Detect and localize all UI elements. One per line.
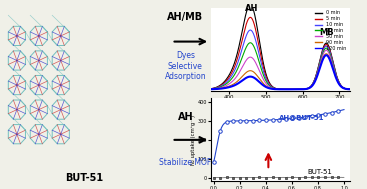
90 min: [209, 88, 213, 90]
Text: AH: AH: [178, 112, 193, 122]
Line: 50 min: 50 min: [211, 50, 350, 89]
10 min: [248, 29, 252, 31]
Text: BUT-51: BUT-51: [65, 173, 103, 183]
50 min: [305, 88, 309, 90]
Line: 5 min: 5 min: [211, 17, 350, 89]
Text: Stabilize MOF: Stabilize MOF: [159, 158, 211, 167]
5 min: [348, 88, 353, 90]
5 min: [305, 88, 309, 90]
10 min: [291, 88, 295, 90]
Line: 10 min: 10 min: [211, 30, 350, 89]
5 min: [223, 81, 228, 83]
0 min: [209, 88, 213, 90]
Text: AH: AH: [245, 4, 258, 12]
120 min: [270, 88, 275, 90]
50 min: [348, 88, 353, 90]
90 min: [305, 88, 309, 90]
10 min: [270, 86, 275, 89]
5 min: [248, 16, 252, 19]
10 min: [223, 82, 228, 84]
120 min: [320, 59, 325, 62]
90 min: [223, 86, 228, 88]
5 min: [209, 88, 213, 90]
5 min: [318, 59, 322, 62]
20 min: [320, 53, 325, 55]
0 min: [223, 80, 228, 82]
20 min: [223, 83, 228, 86]
Text: BUT-51: BUT-51: [308, 169, 333, 175]
5 min: [320, 50, 325, 52]
Y-axis label: N₂ uptake (cm³g⁻¹): N₂ uptake (cm³g⁻¹): [191, 115, 196, 165]
0 min: [291, 88, 295, 90]
20 min: [318, 62, 322, 64]
90 min: [270, 88, 275, 90]
20 min: [265, 82, 270, 85]
Line: 120 min: 120 min: [211, 55, 350, 89]
10 min: [209, 88, 213, 90]
120 min: [348, 88, 353, 90]
120 min: [318, 67, 322, 69]
20 min: [305, 88, 309, 90]
5 min: [291, 88, 295, 90]
0 min: [305, 88, 309, 90]
5 min: [270, 86, 275, 88]
120 min: [290, 88, 294, 90]
20 min: [248, 42, 252, 44]
90 min: [265, 86, 270, 88]
90 min: [348, 88, 353, 90]
10 min: [320, 51, 325, 53]
50 min: [270, 87, 275, 89]
120 min: [305, 88, 309, 90]
50 min: [324, 49, 328, 51]
Text: AH@BUT-51: AH@BUT-51: [279, 114, 324, 120]
90 min: [320, 58, 325, 60]
90 min: [290, 88, 295, 90]
10 min: [348, 88, 353, 90]
Line: 20 min: 20 min: [211, 43, 350, 89]
90 min: [324, 53, 328, 55]
120 min: [324, 54, 328, 56]
10 min: [265, 81, 270, 83]
50 min: [209, 88, 213, 90]
20 min: [348, 88, 353, 90]
120 min: [265, 87, 270, 89]
10 min: [305, 88, 309, 90]
0 min: [270, 86, 275, 88]
50 min: [318, 64, 322, 66]
Line: 0 min: 0 min: [211, 5, 350, 89]
0 min: [348, 88, 353, 90]
10 min: [318, 60, 322, 63]
20 min: [270, 87, 275, 89]
50 min: [223, 85, 228, 87]
5 min: [265, 79, 270, 81]
120 min: [209, 88, 213, 90]
Legend: 0 min, 5 min, 10 min, 20 min, 50 min, 90 min, 120 min: 0 min, 5 min, 10 min, 20 min, 50 min, 90…: [313, 8, 348, 53]
0 min: [320, 49, 325, 51]
120 min: [223, 87, 228, 89]
0 min: [248, 4, 252, 6]
0 min: [265, 77, 270, 80]
50 min: [320, 55, 325, 57]
Text: MB: MB: [319, 28, 334, 37]
90 min: [318, 66, 322, 68]
Line: 90 min: 90 min: [211, 54, 350, 89]
0 min: [318, 58, 322, 61]
Text: Dyes
Selective
Adsorption: Dyes Selective Adsorption: [164, 51, 206, 81]
20 min: [209, 88, 213, 90]
20 min: [291, 88, 295, 90]
50 min: [291, 88, 295, 90]
50 min: [265, 84, 270, 86]
Text: AH/MB: AH/MB: [167, 12, 203, 22]
